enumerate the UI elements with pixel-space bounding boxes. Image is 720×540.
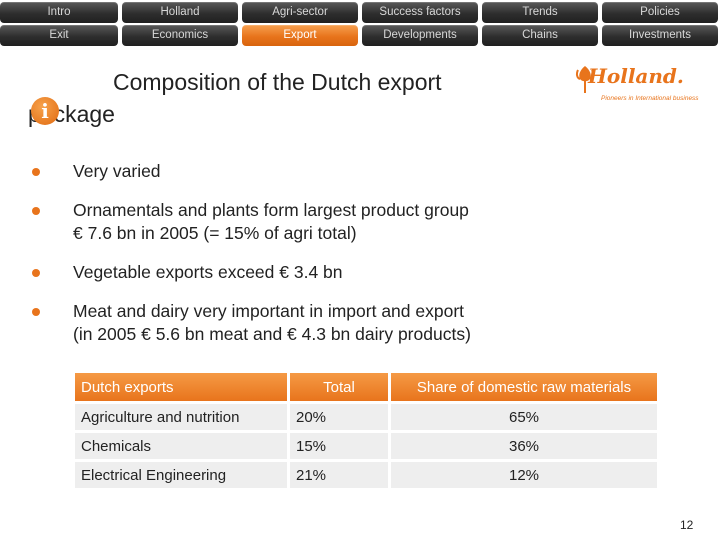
logo-tagline: Pioneers in International business bbox=[601, 95, 699, 102]
table-row: Electrical Engineering 21% 12% bbox=[75, 462, 657, 488]
table-header-row: Dutch exports Total Share of domestic ra… bbox=[75, 373, 657, 401]
table-cell: Chemicals bbox=[75, 433, 287, 459]
bullet-dot-icon bbox=[32, 269, 40, 277]
nav-chains-button[interactable]: Chains bbox=[482, 25, 598, 46]
nav-economics-button[interactable]: Economics bbox=[122, 25, 238, 46]
logo-wordmark: Holland. bbox=[588, 64, 684, 88]
exports-table: Dutch exports Total Share of domestic ra… bbox=[72, 370, 660, 491]
nav-investments-button[interactable]: Investments bbox=[602, 25, 718, 46]
table-row: Chemicals 15% 36% bbox=[75, 433, 657, 459]
column-header: Total bbox=[290, 373, 388, 401]
page-number: 12 bbox=[680, 518, 694, 532]
holland-logo: Holland. Pioneers in International busin… bbox=[574, 62, 714, 108]
nav-exit-button[interactable]: Exit bbox=[0, 25, 118, 46]
page-title: Composition of the Dutch export package bbox=[28, 69, 442, 127]
column-header: Share of domestic raw materials bbox=[391, 373, 657, 401]
info-icon[interactable]: i bbox=[31, 97, 59, 125]
nav-holland-button[interactable]: Holland bbox=[122, 2, 238, 23]
column-header: Dutch exports bbox=[75, 373, 287, 401]
nav-trends-button[interactable]: Trends bbox=[482, 2, 598, 23]
bullet-dot-icon bbox=[32, 168, 40, 176]
table-cell: Agriculture and nutrition bbox=[75, 404, 287, 430]
table-cell: 21% bbox=[290, 462, 388, 488]
bullet-dot-icon bbox=[32, 308, 40, 316]
bullet-dot-icon bbox=[32, 207, 40, 215]
table-row: Agriculture and nutrition 20% 65% bbox=[75, 404, 657, 430]
table-cell: 12% bbox=[391, 462, 657, 488]
nav-export-button[interactable]: Export bbox=[242, 25, 358, 46]
table-cell: 15% bbox=[290, 433, 388, 459]
nav-intro-button[interactable]: Intro bbox=[0, 2, 118, 23]
nav-developments-button[interactable]: Developments bbox=[362, 25, 478, 46]
nav-success-factors-button[interactable]: Success factors bbox=[362, 2, 478, 23]
table-cell: 65% bbox=[391, 404, 657, 430]
nav-policies-button[interactable]: Policies bbox=[602, 2, 718, 23]
table-cell: 20% bbox=[290, 404, 388, 430]
table-cell: 36% bbox=[391, 433, 657, 459]
table-cell: Electrical Engineering bbox=[75, 462, 287, 488]
tulip-icon bbox=[575, 66, 595, 93]
nav-agri-sector-button[interactable]: Agri-sector bbox=[242, 2, 358, 23]
